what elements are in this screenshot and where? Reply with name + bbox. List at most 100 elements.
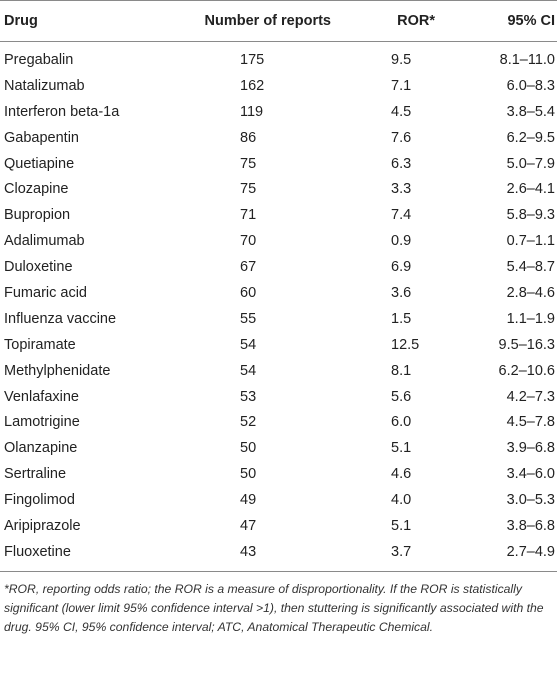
cell-95-ci: 8.1–11.0 xyxy=(499,51,555,68)
cell-number-of-reports: 75 xyxy=(240,155,257,172)
cell-number-of-reports: 70 xyxy=(240,233,257,250)
table-row: Methylphenidate 54 8.1 6.2–10.6 xyxy=(0,358,557,384)
cell-number-of-reports: 50 xyxy=(240,466,257,483)
cell-drug: Olanzapine xyxy=(4,440,78,457)
cell-ror: 6.0 xyxy=(391,414,412,431)
table-row: Venlafaxine 53 5.6 4.2–7.3 xyxy=(0,384,557,410)
table-row: Natalizumab 162 7.1 6.0–8.3 xyxy=(0,73,557,99)
cell-ror: 0.9 xyxy=(391,233,412,250)
table-row: Adalimumab 70 0.9 0.7–1.1 xyxy=(0,228,557,254)
cell-drug: Interferon beta-1a xyxy=(4,103,120,120)
cell-95-ci: 0.7–1.1 xyxy=(506,233,555,250)
cell-95-ci: 6.2–10.6 xyxy=(498,362,555,379)
cell-95-ci: 5.4–8.7 xyxy=(506,259,555,276)
cell-95-ci: 4.5–7.8 xyxy=(506,414,555,431)
cell-drug: Natalizumab xyxy=(4,77,85,94)
cell-95-ci: 2.6–4.1 xyxy=(506,181,555,198)
cell-number-of-reports: 53 xyxy=(240,388,257,405)
cell-drug: Clozapine xyxy=(4,181,69,198)
cell-drug: Pregabalin xyxy=(4,51,74,68)
cell-95-ci: 6.0–8.3 xyxy=(506,77,555,94)
cell-drug: Topiramate xyxy=(4,336,76,353)
cell-drug: Sertraline xyxy=(4,466,67,483)
cell-95-ci: 4.2–7.3 xyxy=(506,388,555,405)
cell-number-of-reports: 54 xyxy=(240,362,257,379)
cell-drug: Bupropion xyxy=(4,207,71,224)
table-footnote: *ROR, reporting odds ratio; the ROR is a… xyxy=(4,581,544,634)
cell-ror: 5.1 xyxy=(391,440,412,457)
cell-95-ci: 3.9–6.8 xyxy=(506,440,555,457)
cell-number-of-reports: 75 xyxy=(240,181,257,198)
cell-drug: Quetiapine xyxy=(4,155,75,172)
cell-ror: 7.6 xyxy=(391,129,412,146)
cell-number-of-reports: 119 xyxy=(240,103,264,120)
cell-number-of-reports: 49 xyxy=(240,492,257,509)
drug-table-container: Drug Number of reports ROR* 95% CI Prega… xyxy=(0,0,557,634)
cell-drug: Fumaric acid xyxy=(4,284,87,301)
cell-number-of-reports: 55 xyxy=(240,310,257,327)
cell-drug: Adalimumab xyxy=(4,233,85,250)
cell-ror: 9.5 xyxy=(391,51,412,68)
cell-number-of-reports: 54 xyxy=(240,336,257,353)
cell-95-ci: 3.0–5.3 xyxy=(506,492,555,509)
cell-95-ci: 6.2–9.5 xyxy=(506,129,555,146)
cell-number-of-reports: 43 xyxy=(172,538,343,572)
cell-95-ci: 1.1–1.9 xyxy=(506,310,555,327)
table-row: Fingolimod 49 4.0 3.0–5.3 xyxy=(0,487,557,513)
table-row: Fumaric acid 60 3.6 2.8–4.6 xyxy=(0,280,557,306)
cell-number-of-reports: 47 xyxy=(240,517,257,534)
cell-drug: Fluoxetine xyxy=(0,538,172,572)
cell-ror: 8.1 xyxy=(391,362,412,379)
cell-drug: Lamotrigine xyxy=(4,414,80,431)
cell-ror: 3.7 xyxy=(343,538,449,572)
cell-number-of-reports: 86 xyxy=(240,129,257,146)
table-row: Duloxetine 67 6.9 5.4–8.7 xyxy=(0,254,557,280)
cell-drug: Fingolimod xyxy=(4,492,75,509)
header-95-ci: 95% CI xyxy=(449,0,557,42)
header-drug: Drug xyxy=(0,0,172,42)
table-body: Pregabalin 175 9.5 8.1–11.0 Natalizumab 162 7.… xyxy=(0,42,557,572)
cell-drug: Aripiprazole xyxy=(4,517,81,534)
header-ror: ROR* xyxy=(343,0,449,42)
cell-number-of-reports: 67 xyxy=(240,259,257,276)
header-number-of-reports: Number of reports xyxy=(172,0,343,42)
cell-ror: 5.1 xyxy=(391,517,412,534)
cell-95-ci: 3.8–5.4 xyxy=(506,103,555,120)
table-row: Fluoxetine 43 3.7 2.7–4.9 xyxy=(0,538,557,572)
cell-95-ci: 9.5–16.3 xyxy=(498,336,555,353)
cell-drug: Methylphenidate xyxy=(4,362,111,379)
table-row: Gabapentin 86 7.6 6.2–9.5 xyxy=(0,125,557,151)
cell-95-ci: 2.7–4.9 xyxy=(449,538,557,572)
cell-drug: Duloxetine xyxy=(4,259,73,276)
cell-drug: Venlafaxine xyxy=(4,388,79,405)
drug-reports-table: Drug Number of reports ROR* 95% CI Prega… xyxy=(0,0,557,572)
cell-drug: Influenza vaccine xyxy=(4,310,117,327)
table-row: Pregabalin 175 9.5 8.1–11.0 xyxy=(0,42,557,73)
cell-95-ci: 2.8–4.6 xyxy=(506,284,555,301)
table-row: Quetiapine 75 6.3 5.0–7.9 xyxy=(0,151,557,177)
cell-number-of-reports: 175 xyxy=(240,51,265,68)
header-row: Drug Number of reports ROR* 95% CI xyxy=(0,0,557,42)
cell-number-of-reports: 162 xyxy=(240,77,265,94)
cell-ror: 3.6 xyxy=(391,284,412,301)
cell-ror: 6.3 xyxy=(391,155,412,172)
table-row: Sertraline 50 4.6 3.4–6.0 xyxy=(0,461,557,487)
cell-ror: 7.1 xyxy=(391,77,412,94)
cell-95-ci: 5.8–9.3 xyxy=(506,207,555,224)
cell-ror: 12.5 xyxy=(391,336,420,353)
cell-number-of-reports: 71 xyxy=(240,207,257,224)
cell-95-ci: 5.0–7.9 xyxy=(506,155,555,172)
cell-ror: 5.6 xyxy=(391,388,412,405)
table-row: Bupropion 71 7.4 5.8–9.3 xyxy=(0,202,557,228)
cell-ror: 7.4 xyxy=(391,207,412,224)
cell-ror: 4.0 xyxy=(391,492,412,509)
cell-number-of-reports: 50 xyxy=(240,440,257,457)
cell-ror: 6.9 xyxy=(391,259,412,276)
cell-ror: 3.3 xyxy=(391,181,412,198)
cell-drug: Gabapentin xyxy=(4,129,79,146)
cell-ror: 4.6 xyxy=(391,466,412,483)
cell-number-of-reports: 52 xyxy=(240,414,257,431)
cell-number-of-reports: 60 xyxy=(240,284,257,301)
table-row: Lamotrigine 52 6.0 4.5–7.8 xyxy=(0,409,557,435)
table-row: Aripiprazole 47 5.1 3.8–6.8 xyxy=(0,513,557,539)
